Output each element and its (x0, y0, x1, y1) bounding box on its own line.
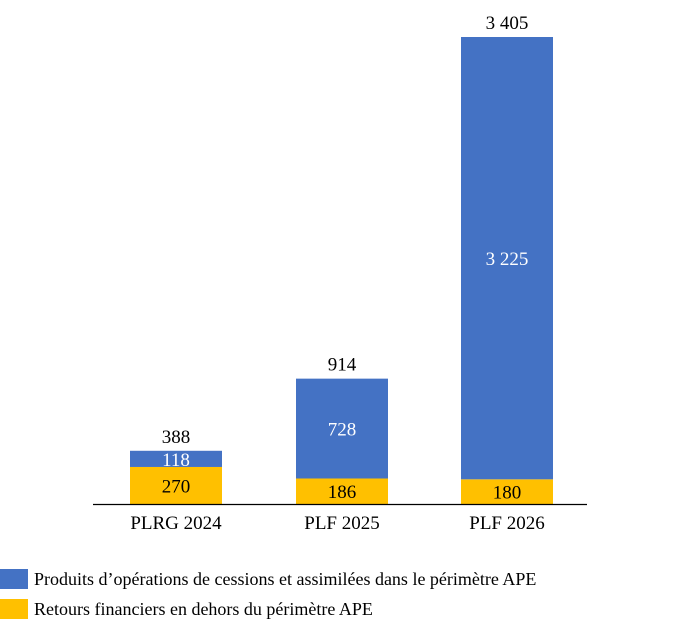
legend: Produits d’opérations de cessions et ass… (0, 568, 693, 628)
total-label: 388 (162, 427, 191, 448)
legend-swatch-blue (0, 569, 28, 589)
x-tick-label: PLF 2025 (304, 513, 380, 534)
legend-label: Retours financiers en dehors du périmètr… (34, 598, 373, 619)
x-tick-label: PLF 2026 (469, 513, 545, 534)
legend-label: Produits d’opérations de cessions et ass… (34, 568, 537, 589)
total-label: 3 405 (486, 13, 529, 34)
data-label: 728 (328, 420, 357, 441)
x-tick-label: PLRG 2024 (130, 513, 222, 534)
legend-item-retours-financiers: Retours financiers en dehors du périmètr… (0, 598, 693, 620)
bar-segment (130, 450, 222, 467)
bars-group (130, 37, 553, 504)
total-label: 914 (328, 355, 357, 376)
legend-swatch-yellow (0, 599, 28, 619)
bar-segment (461, 37, 553, 480)
legend-item-produits-cessions: Produits d’opérations de cessions et ass… (0, 568, 693, 590)
data-label: 3 225 (486, 249, 529, 270)
bar-segment (296, 478, 388, 504)
bar-segment (461, 479, 553, 504)
data-label: 270 (162, 476, 191, 497)
data-label: 118 (162, 450, 190, 471)
bar-segment (130, 466, 222, 504)
bar-segment (296, 378, 388, 479)
data-label: 180 (493, 483, 522, 504)
data-label: 186 (328, 482, 357, 503)
